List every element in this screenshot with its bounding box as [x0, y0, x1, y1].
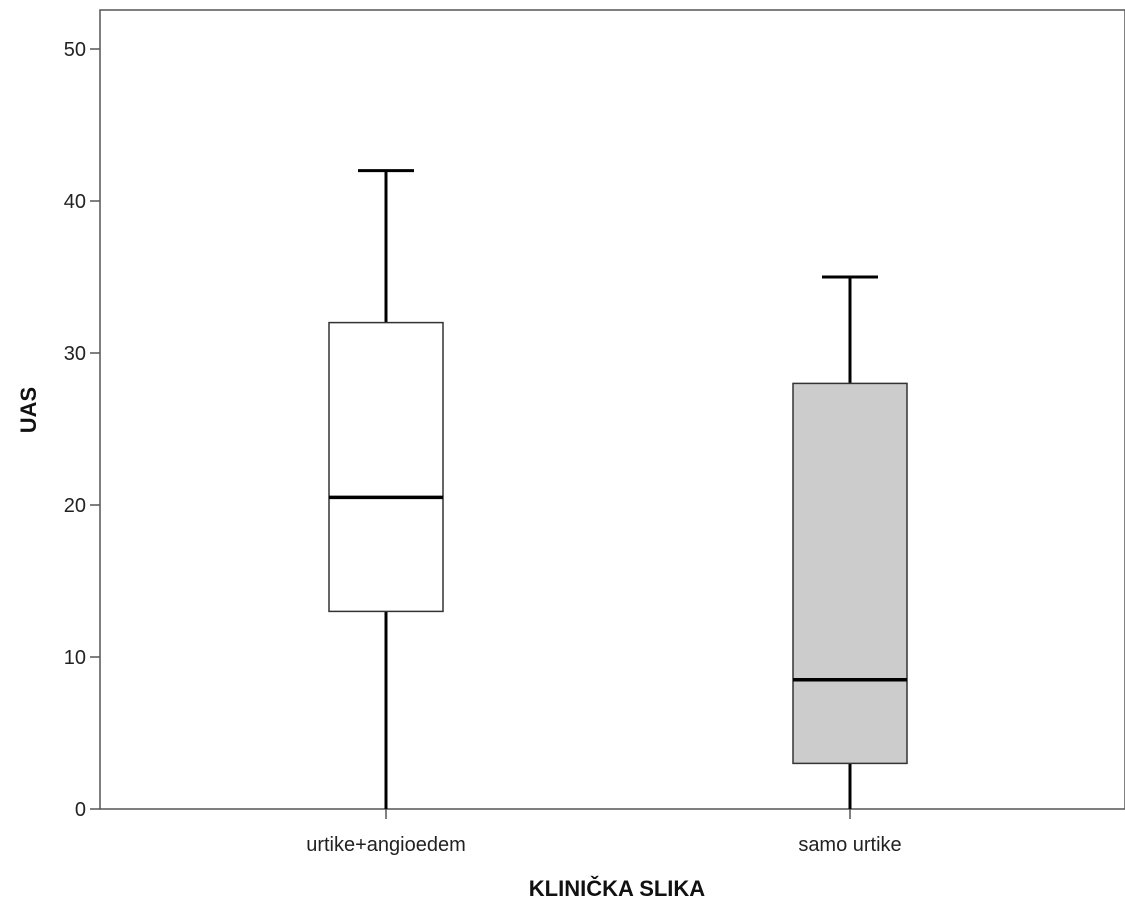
x-category-label: samo urtike [798, 834, 901, 856]
x-category-label: urtike+angioedem [306, 834, 466, 856]
boxes-layer [328, 169, 908, 809]
y-tick-label: 40 [64, 191, 86, 213]
y-axis-title: UAS [16, 387, 41, 433]
x-axis-title: KLINIČKA SLIKA [529, 876, 706, 901]
iqr-box [792, 382, 908, 765]
y-tick-label: 50 [64, 39, 86, 61]
y-tick-label: 20 [64, 495, 86, 517]
x-axis-labels: urtike+angioedem samo urtike [306, 809, 902, 856]
y-tick-label: 30 [64, 343, 86, 365]
y-axis-ticks: 0 10 20 30 40 50 [64, 39, 100, 821]
box-group [792, 275, 908, 809]
iqr-box [328, 321, 444, 613]
y-tick-label: 0 [75, 799, 86, 821]
box-group [328, 169, 444, 809]
plot-frame [99, 9, 1125, 810]
y-tick-label: 10 [64, 647, 86, 669]
